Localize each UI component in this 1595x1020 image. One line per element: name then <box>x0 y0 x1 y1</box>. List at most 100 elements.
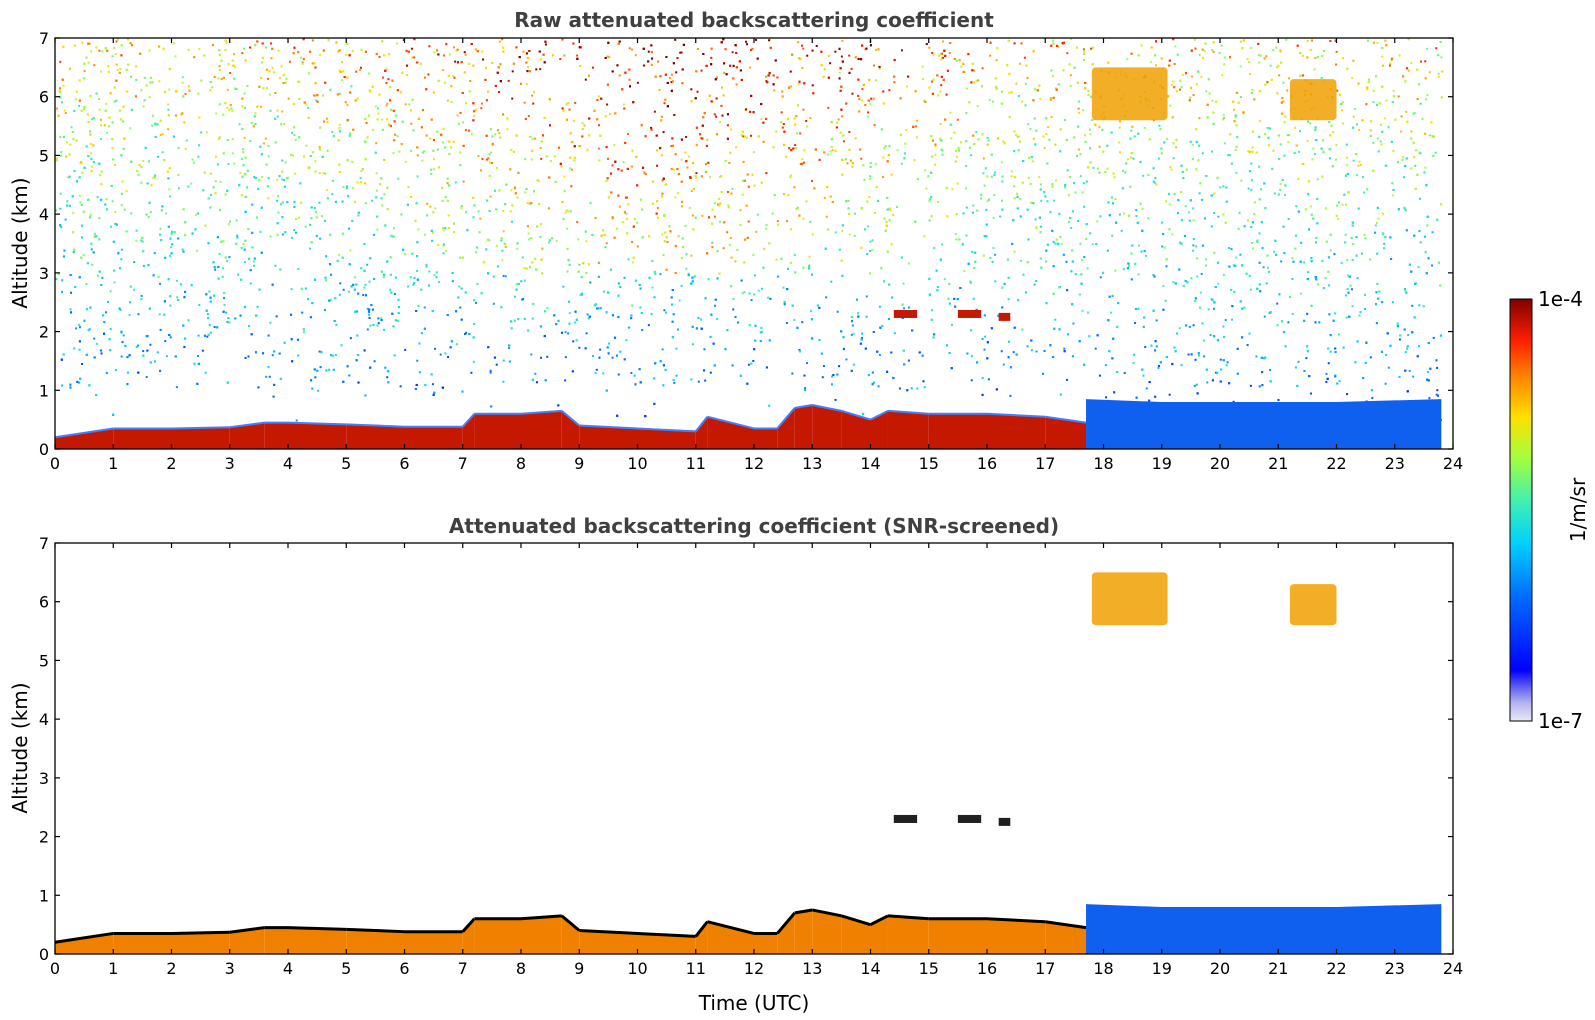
noise-pixel <box>335 323 338 326</box>
noise-pixel <box>793 254 796 257</box>
noise-pixel <box>1033 87 1036 90</box>
noise-pixel <box>83 70 86 73</box>
noise-pixel <box>228 108 231 111</box>
noise-pixel <box>882 90 885 93</box>
noise-pixel <box>1297 360 1300 363</box>
noise-pixel <box>1408 369 1411 372</box>
noise-pixel <box>841 115 844 118</box>
noise-pixel <box>1223 142 1226 145</box>
noise-pixel <box>1217 282 1220 285</box>
noise-pixel <box>1078 100 1081 103</box>
noise-pixel <box>269 42 272 45</box>
noise-pixel <box>470 132 473 135</box>
noise-pixel <box>734 260 737 263</box>
noise-pixel <box>167 103 170 106</box>
noise-pixel <box>81 363 84 366</box>
noise-pixel <box>502 274 505 277</box>
noise-pixel <box>922 380 925 383</box>
noise-pixel <box>523 317 526 320</box>
noise-pixel <box>674 196 677 199</box>
noise-pixel <box>606 103 609 106</box>
noise-pixel <box>1096 220 1099 223</box>
noise-pixel <box>437 244 440 247</box>
noise-pixel <box>823 68 826 71</box>
noise-pixel <box>1353 108 1356 111</box>
noise-pixel <box>480 107 483 110</box>
noise-pixel <box>1332 131 1335 134</box>
noise-pixel <box>1435 393 1438 396</box>
noise-pixel <box>1158 124 1161 127</box>
noise-pixel <box>1248 332 1251 335</box>
noise-pixel <box>315 234 318 237</box>
noise-pixel <box>447 356 450 359</box>
noise-pixel <box>253 264 256 267</box>
noise-pixel <box>731 51 734 54</box>
noise-pixel <box>114 222 117 225</box>
noise-pixel <box>318 201 321 204</box>
noise-pixel <box>1016 135 1019 138</box>
noise-pixel <box>171 243 174 246</box>
noise-pixel <box>1152 180 1155 183</box>
noise-pixel <box>1024 291 1027 294</box>
noise-pixel <box>151 114 154 117</box>
noise-pixel <box>487 158 490 161</box>
noise-pixel <box>500 239 503 242</box>
noise-pixel <box>1279 49 1282 52</box>
noise-pixel <box>215 112 218 115</box>
noise-pixel <box>231 138 234 141</box>
noise-pixel <box>1211 99 1214 102</box>
noise-pixel <box>752 253 755 256</box>
noise-pixel <box>561 107 564 110</box>
noise-pixel <box>366 328 369 331</box>
noise-pixel <box>1423 171 1426 174</box>
noise-pixel <box>1192 207 1195 210</box>
noise-pixel <box>175 386 178 389</box>
noise-pixel <box>960 65 963 68</box>
noise-pixel <box>663 309 666 312</box>
noise-pixel <box>373 360 376 363</box>
noise-pixel <box>873 124 876 127</box>
noise-pixel <box>1361 119 1364 122</box>
noise-pixel <box>845 358 848 361</box>
noise-pixel <box>229 72 232 75</box>
noise-pixel <box>831 149 834 152</box>
noise-pixel <box>301 311 304 314</box>
noise-pixel <box>238 123 241 126</box>
noise-pixel <box>502 230 505 233</box>
noise-pixel <box>411 56 414 59</box>
noise-pixel <box>1309 392 1312 395</box>
noise-pixel <box>1260 188 1263 191</box>
noise-pixel <box>684 224 687 227</box>
noise-pixel <box>789 70 792 73</box>
noise-pixel <box>143 76 146 79</box>
noise-pixel <box>1188 219 1191 222</box>
noise-pixel <box>975 80 978 83</box>
noise-pixel <box>73 347 76 350</box>
noise-pixel <box>1206 381 1209 384</box>
noise-pixel <box>688 206 691 209</box>
noise-pixel <box>107 300 110 303</box>
noise-pixel <box>385 81 388 84</box>
noise-pixel <box>591 66 594 69</box>
noise-pixel <box>1313 153 1316 156</box>
noise-pixel <box>994 280 997 283</box>
noise-pixel <box>140 294 143 297</box>
noise-pixel <box>1335 158 1338 161</box>
noise-pixel <box>861 336 864 339</box>
noise-pixel <box>1311 39 1314 42</box>
noise-pixel <box>507 79 510 82</box>
noise-pixel <box>476 282 479 285</box>
noise-pixel <box>78 105 81 108</box>
noise-pixel <box>148 49 151 52</box>
noise-pixel <box>782 286 785 289</box>
noise-pixel <box>1285 38 1288 41</box>
noise-pixel <box>208 324 211 327</box>
noise-pixel <box>1372 141 1375 144</box>
noise-pixel <box>293 228 296 231</box>
noise-pixel <box>570 185 573 188</box>
noise-pixel <box>611 356 614 359</box>
noise-pixel <box>783 143 786 146</box>
noise-pixel <box>349 337 352 340</box>
noise-pixel <box>1137 307 1140 310</box>
noise-pixel <box>1105 396 1108 399</box>
